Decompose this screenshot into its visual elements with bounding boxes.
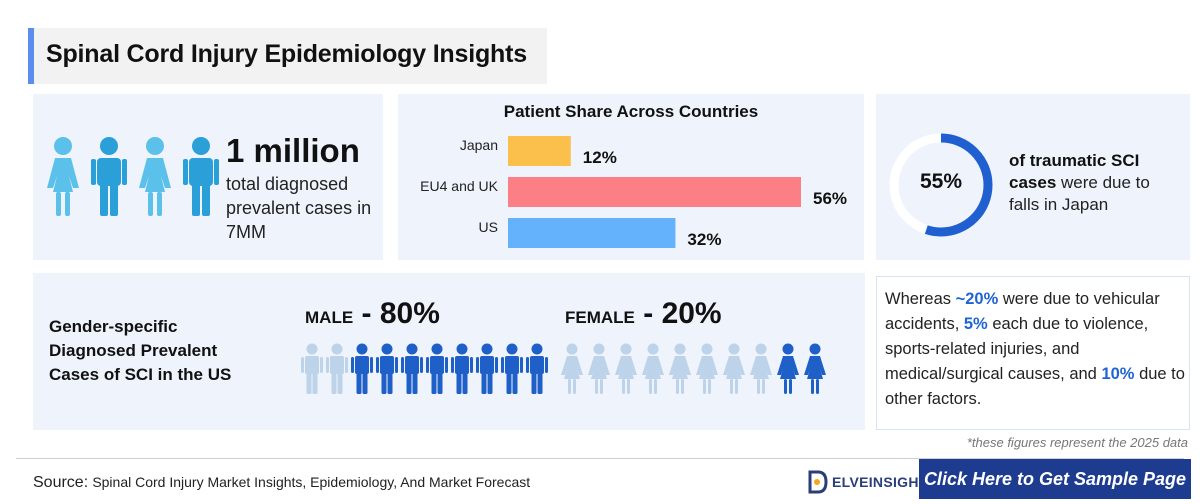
patient-share-panel: Patient Share Across Countries Japan 12% E… bbox=[398, 94, 864, 260]
female-person-icon bbox=[696, 343, 718, 394]
male-sep: - bbox=[353, 297, 380, 330]
female-person-icon bbox=[804, 343, 826, 394]
bar-value-label: 32% bbox=[687, 230, 721, 249]
falls-description-bold: of traumatic SCI cases bbox=[1009, 151, 1140, 192]
donut-arc bbox=[889, 133, 993, 237]
delveinsight-logo[interactable]: ELVEINSIGHT bbox=[808, 470, 928, 494]
male-heading: MALE - 80% bbox=[305, 297, 440, 331]
female-person-icon bbox=[47, 137, 79, 216]
causes-part: were due to vehicular accidents, bbox=[885, 290, 1160, 333]
bar bbox=[508, 136, 571, 166]
bar-value-label: 56% bbox=[813, 189, 847, 208]
falls-donut-chart bbox=[889, 133, 993, 237]
male-person-icon bbox=[426, 343, 448, 394]
source-label: Source: bbox=[33, 474, 89, 491]
title-banner: Spinal Cord Injury Epidemiology Insights bbox=[28, 28, 547, 84]
male-person-icon bbox=[401, 343, 423, 394]
page-title: Spinal Cord Injury Epidemiology Insights bbox=[46, 40, 527, 68]
female-sep: - bbox=[634, 297, 662, 330]
female-person-icon bbox=[642, 343, 664, 394]
male-person-icon bbox=[526, 343, 548, 394]
falls-description-rest: were due to falls in Japan bbox=[1009, 173, 1150, 214]
female-percent: 20% bbox=[661, 297, 722, 330]
chart-title: Patient Share Across Countries bbox=[503, 102, 759, 121]
causes-highlight: 10% bbox=[1101, 365, 1135, 383]
bar-category-label: US bbox=[479, 219, 498, 235]
male-person-icon bbox=[476, 343, 498, 394]
male-person-icon bbox=[376, 343, 398, 394]
bar-category-label: Japan bbox=[460, 137, 498, 153]
causes-highlight: 5% bbox=[963, 315, 988, 333]
gender-panel: Gender-specific Diagnosed Prevalent Case… bbox=[33, 273, 865, 430]
male-person-icon bbox=[451, 343, 473, 394]
female-heading: FEMALE - 20% bbox=[565, 297, 722, 331]
title-accent-bar bbox=[28, 28, 34, 84]
male-person-icon bbox=[183, 137, 219, 216]
bar bbox=[508, 177, 801, 207]
prevalence-panel: 1 million total diagnosed prevalent case… bbox=[33, 94, 383, 260]
footer-divider bbox=[16, 458, 1184, 459]
female-word: FEMALE bbox=[565, 308, 635, 327]
female-person-icon bbox=[561, 343, 583, 394]
male-person-icon bbox=[351, 343, 373, 394]
bar bbox=[508, 218, 676, 248]
female-person-icon bbox=[588, 343, 610, 394]
prevalence-value: 1 million bbox=[226, 132, 360, 169]
prevalence-description: total diagnosed prevalent cases in 7MM bbox=[226, 174, 372, 242]
female-pictogram bbox=[560, 343, 827, 395]
female-person-icon bbox=[139, 137, 171, 216]
male-percent: 80% bbox=[379, 297, 440, 330]
female-person-icon bbox=[723, 343, 745, 394]
causes-part: due to other factors. bbox=[885, 365, 1185, 408]
falls-percent: 55% bbox=[919, 170, 963, 193]
bar-category-label: EU4 and UK bbox=[420, 178, 498, 194]
male-person-icon bbox=[301, 343, 323, 394]
male-word: MALE bbox=[305, 308, 354, 327]
data-footnote: *these figures represent the 2025 data bbox=[966, 435, 1188, 450]
source-citation: Source: Spinal Cord Injury Market Insigh… bbox=[33, 474, 530, 492]
patient-share-chart: Japan 12% EU4 and UK 56% US 32% bbox=[420, 136, 847, 249]
causes-panel: Whereas ~20% were due to vehicular accid… bbox=[876, 276, 1190, 430]
delveinsight-logo-icon bbox=[808, 470, 828, 494]
causes-highlight: ~20% bbox=[955, 290, 999, 308]
logo-text: ELVEINSIGHT bbox=[832, 474, 928, 490]
male-person-icon bbox=[91, 137, 127, 216]
male-person-icon bbox=[326, 343, 348, 394]
male-person-icon bbox=[501, 343, 523, 394]
causes-part: Whereas bbox=[885, 290, 956, 308]
female-person-icon bbox=[669, 343, 691, 394]
bar-value-label: 12% bbox=[583, 148, 617, 167]
get-sample-page-button[interactable]: Click Here to Get Sample Page bbox=[919, 459, 1191, 499]
female-person-icon bbox=[615, 343, 637, 394]
falls-panel: 55% of traumatic SCI cases were due to f… bbox=[876, 94, 1190, 260]
falls-description: of traumatic SCI cases were due to falls… bbox=[1009, 150, 1184, 216]
female-person-icon bbox=[750, 343, 772, 394]
female-person-icon bbox=[777, 343, 799, 394]
people-group-icon bbox=[43, 136, 221, 218]
causes-text: Whereas ~20% were due to vehicular accid… bbox=[885, 287, 1185, 412]
male-pictogram bbox=[301, 343, 548, 395]
source-text: Spinal Cord Injury Market Insights, Epid… bbox=[92, 474, 531, 490]
gender-label: Gender-specific Diagnosed Prevalent Case… bbox=[49, 317, 232, 384]
causes-part: each due to violence, sports-related inj… bbox=[885, 315, 1149, 383]
